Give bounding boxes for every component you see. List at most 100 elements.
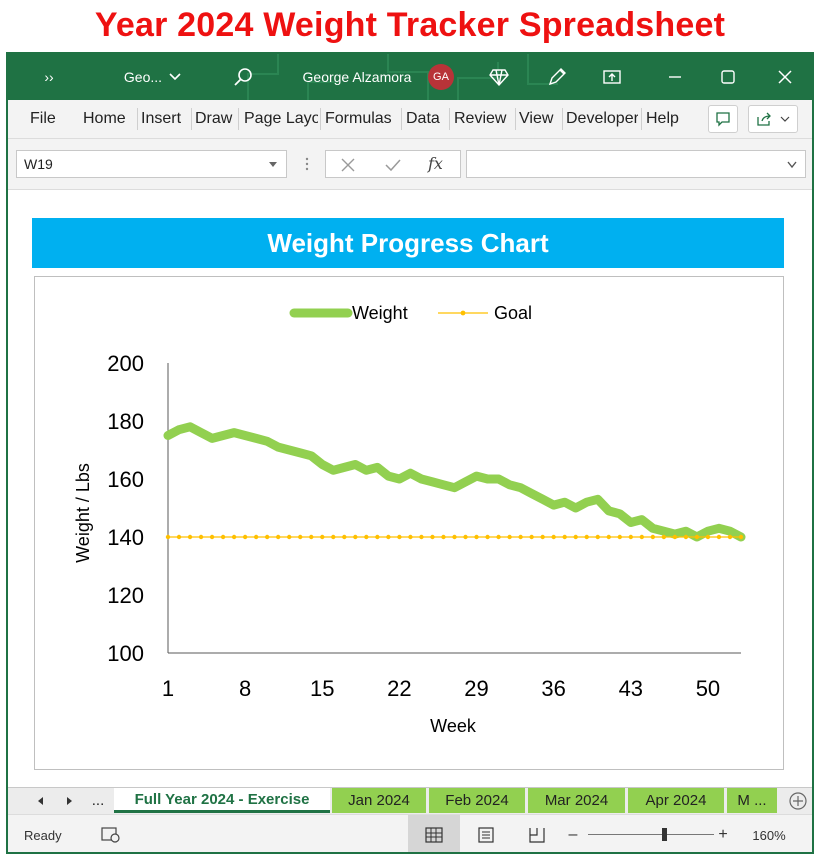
zoom-in-button[interactable]: + [718, 826, 728, 843]
goal-point [430, 534, 435, 540]
weight-series-line [163, 422, 746, 542]
tab-draw[interactable]: Draw [195, 110, 233, 127]
y-tick-label: 160 [107, 467, 144, 492]
goal-point [187, 534, 193, 540]
comment-icon [716, 112, 730, 127]
grip-icon[interactable] [304, 156, 310, 172]
goal-point [452, 534, 457, 540]
pen-icon[interactable] [544, 54, 570, 100]
y-tick-label: 120 [107, 583, 144, 608]
page-break-view-icon[interactable] [528, 827, 546, 843]
y-tick-label: 180 [107, 409, 144, 434]
sheet-tab-full-year[interactable]: Full Year 2024 - Exercise [114, 788, 330, 813]
goal-point [231, 534, 237, 540]
goal-point [309, 534, 314, 540]
status-bar: Ready – + 160% [8, 814, 812, 852]
goal-point [397, 534, 402, 540]
goal-point [165, 534, 171, 540]
tab-formulas[interactable]: Formulas [325, 110, 392, 127]
zoom-level[interactable]: 160% [752, 827, 786, 843]
goal-point [463, 534, 468, 540]
diamond-icon[interactable] [486, 54, 512, 100]
enter-check-icon[interactable] [384, 157, 402, 173]
account-name[interactable]: George Alzamora [302, 69, 412, 85]
sheet-tab-mar[interactable]: Mar 2024 [528, 788, 627, 813]
add-sheet-icon[interactable] [788, 791, 808, 811]
cancel-icon[interactable] [340, 157, 356, 173]
goal-point [298, 534, 303, 540]
goal-point [694, 534, 700, 540]
next-sheet-icon[interactable] [64, 796, 74, 806]
previous-sheet-icon[interactable] [36, 796, 46, 806]
file-name-dropdown[interactable]: Geo... [114, 54, 192, 100]
tab-page-layout[interactable]: Page Layout [244, 110, 318, 127]
goal-point [253, 534, 259, 540]
name-box[interactable]: W19 [16, 150, 287, 178]
goal-point [353, 534, 358, 540]
tab-data[interactable]: Data [406, 110, 440, 127]
normal-view-button[interactable] [408, 815, 460, 852]
goal-point [242, 534, 248, 540]
normal-view-icon [425, 827, 443, 843]
goal-point [287, 534, 292, 540]
goal-point [342, 534, 347, 540]
tab-help[interactable]: Help [646, 110, 679, 127]
goal-point [562, 534, 567, 540]
goal-point [617, 534, 622, 540]
tab-file[interactable]: File [30, 110, 56, 127]
present-icon[interactable] [599, 54, 625, 100]
goal-point [540, 534, 545, 540]
close-icon[interactable] [770, 54, 800, 100]
goal-point [738, 534, 744, 540]
tab-home[interactable]: Home [83, 110, 126, 127]
formula-input[interactable] [466, 150, 806, 178]
goal-point [518, 534, 523, 540]
sheet-tab-feb[interactable]: Feb 2024 [429, 788, 527, 813]
y-axis-label: Weight / Lbs [73, 463, 93, 563]
search-icon[interactable] [228, 54, 258, 100]
goal-point [584, 534, 589, 540]
accessibility-icon[interactable] [100, 826, 122, 844]
goal-point [320, 534, 325, 540]
goal-point [683, 534, 689, 540]
sheet-tab-jan[interactable]: Jan 2024 [332, 788, 428, 813]
tab-review[interactable]: Review [454, 110, 507, 127]
goal-point [507, 534, 512, 540]
x-tick-label: 50 [696, 676, 720, 701]
status-text: Ready [24, 827, 62, 843]
maximize-icon[interactable] [713, 54, 743, 100]
x-tick-label: 43 [619, 676, 643, 701]
page-layout-view-icon[interactable] [477, 827, 495, 843]
goal-point [485, 534, 490, 540]
x-tick-label: 8 [239, 676, 251, 701]
chevron-down-icon [787, 161, 797, 169]
insert-function-icon[interactable]: fx [428, 154, 443, 173]
formula-buttons: fx [325, 150, 461, 178]
avatar[interactable]: GA [428, 64, 454, 90]
tab-insert[interactable]: Insert [141, 110, 182, 127]
name-box-value: W19 [24, 156, 53, 172]
share-button[interactable] [748, 105, 798, 133]
comments-button[interactable] [708, 105, 738, 133]
worksheet-area[interactable]: Weight Progress Chart Weight Goal Weight … [8, 190, 812, 787]
weight-chart[interactable]: Weight Goal Weight / Lbs Week 100 120 140 16… [34, 276, 784, 770]
goal-point [639, 534, 645, 540]
zoom-slider-thumb[interactable] [661, 828, 667, 841]
more-sheets-button[interactable]: ... [91, 792, 105, 809]
sheet-tab-apr[interactable]: Apr 2024 [628, 788, 726, 813]
goal-point [220, 534, 226, 540]
goal-point [661, 534, 667, 540]
goal-point [727, 534, 733, 540]
formula-bar: W19 fx [8, 139, 812, 190]
zoom-out-button[interactable]: – [568, 826, 578, 843]
sheet-tab-more[interactable]: M ... [727, 788, 779, 813]
chart-canvas: Weight Goal Weight / Lbs Week 100 120 140 16… [73, 303, 746, 736]
zoom-slider-track[interactable] [588, 834, 714, 835]
tab-developer[interactable]: Developer [566, 110, 638, 127]
chart-axes [167, 363, 741, 654]
goal-point [275, 534, 281, 540]
tab-view[interactable]: View [519, 110, 554, 127]
goal-point [474, 534, 479, 540]
minimize-icon[interactable] [660, 54, 690, 100]
expand-ribbon-button[interactable]: ›› [44, 69, 54, 85]
